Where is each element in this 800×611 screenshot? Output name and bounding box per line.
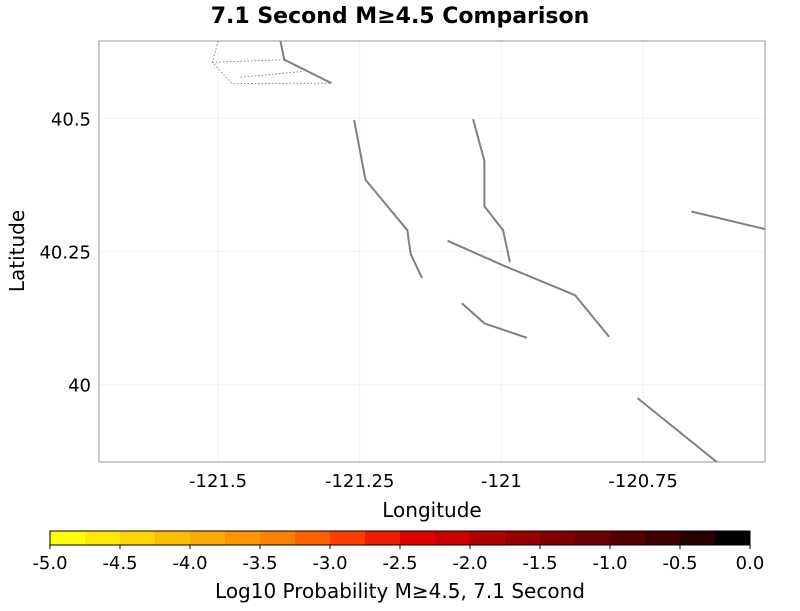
colorbar-swatch bbox=[365, 531, 401, 545]
colorbar-swatch bbox=[330, 531, 366, 545]
colorbar-tick-label: -0.5 bbox=[662, 553, 697, 574]
fault-line-4 bbox=[461, 302, 528, 339]
x-axis-ticks: -121.5 -121.25 -121 -120.75 bbox=[189, 471, 678, 492]
colorbar-swatch bbox=[85, 531, 121, 545]
x-axis-label: Longitude bbox=[382, 498, 481, 522]
colorbar-swatch bbox=[645, 531, 681, 545]
colorbar-tick-label: -2.5 bbox=[382, 553, 417, 574]
colorbar-tick-label: -3.5 bbox=[242, 553, 277, 574]
colorbar bbox=[49, 530, 751, 546]
colorbar-tick-label: -2.0 bbox=[452, 553, 487, 574]
fault-line-5 bbox=[691, 210, 766, 231]
colorbar-swatch bbox=[540, 531, 576, 545]
colorbar-label: Log10 Probability M≥4.5, 7.1 Second bbox=[215, 579, 585, 603]
grid bbox=[99, 41, 765, 462]
colorbar-swatch bbox=[155, 531, 191, 545]
colorbar-swatch bbox=[680, 531, 716, 545]
colorbar-swatch bbox=[610, 531, 646, 545]
colorbar-swatch bbox=[260, 531, 296, 545]
fault-line-1 bbox=[353, 119, 424, 279]
colorbar-swatch bbox=[470, 531, 506, 545]
x-tick-label: -121.5 bbox=[189, 471, 247, 492]
colorbar-swatch bbox=[225, 531, 261, 545]
x-tick-label: -121 bbox=[481, 471, 522, 492]
fault-lines bbox=[211, 40, 766, 463]
colorbar-swatch bbox=[295, 531, 331, 545]
colorbar-swatch bbox=[400, 531, 436, 545]
colorbar-swatch bbox=[715, 531, 751, 545]
colorbar-tick-label: -4.0 bbox=[172, 553, 207, 574]
x-tick-label: -121.25 bbox=[325, 471, 394, 492]
fault-line-7 bbox=[211, 40, 332, 85]
colorbar-swatch bbox=[575, 531, 611, 545]
colorbar-tick-label: -3.0 bbox=[312, 553, 347, 574]
colorbar-tick-label: -1.0 bbox=[592, 553, 627, 574]
colorbar-tick-label: -4.5 bbox=[102, 553, 137, 574]
plot-area bbox=[98, 40, 766, 463]
fault-line-9 bbox=[240, 70, 304, 78]
colorbar-swatch bbox=[120, 531, 156, 545]
fault-line-2 bbox=[472, 119, 511, 263]
y-axis-ticks: 40.5 40.25 40 bbox=[39, 109, 91, 396]
fault-line-3 bbox=[447, 239, 610, 338]
fault-line-6 bbox=[636, 397, 718, 463]
chart-title: 7.1 Second M≥4.5 Comparison bbox=[211, 4, 590, 29]
colorbar-swatch bbox=[50, 531, 86, 545]
colorbar-tick-label: 0.0 bbox=[736, 553, 765, 574]
colorbar-tick-label: -5.0 bbox=[32, 553, 67, 574]
colorbar-ticks: -5.0 -4.5 -4.0 -3.5 -3.0 -2.5 -2.0 -1.5 -1.0 -0.5… bbox=[32, 545, 764, 574]
fault-line-0 bbox=[279, 40, 332, 84]
y-axis-label: Latitude bbox=[5, 210, 29, 292]
colorbar-swatch bbox=[435, 531, 471, 545]
colorbar-swatch bbox=[505, 531, 541, 545]
fault-line-8 bbox=[212, 59, 285, 63]
x-tick-label: -120.75 bbox=[608, 471, 677, 492]
y-tick-label: 40.25 bbox=[39, 243, 91, 264]
colorbar-tick-label: -1.5 bbox=[522, 553, 557, 574]
colorbar-swatch bbox=[190, 531, 226, 545]
y-tick-label: 40 bbox=[68, 376, 91, 397]
y-tick-label: 40.5 bbox=[51, 109, 91, 130]
